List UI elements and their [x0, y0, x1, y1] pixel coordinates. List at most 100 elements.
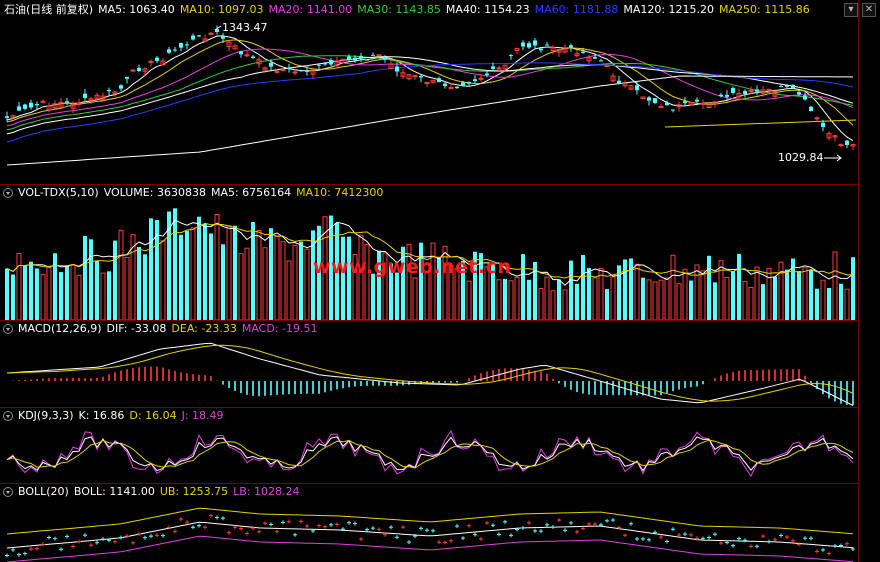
volume-bar [658, 279, 664, 320]
candle-body [610, 75, 616, 82]
volume-bar [629, 258, 633, 320]
volume-bar [676, 283, 682, 320]
volume-bar [839, 283, 843, 320]
volume-bar [221, 244, 225, 320]
candle-body [467, 81, 471, 84]
volume-bar [329, 215, 333, 320]
candle-body [179, 42, 183, 48]
candle-body [29, 102, 33, 108]
candle-body [736, 92, 742, 98]
candle-body [779, 85, 783, 87]
candle-body [226, 41, 232, 48]
close-icon[interactable]: ✕ [862, 3, 876, 17]
volume-bar [521, 254, 525, 320]
candle-body [292, 71, 298, 74]
volume-bar [851, 257, 855, 320]
candle-body [400, 72, 406, 77]
ma250-label: MA250: 1115.86 [719, 3, 810, 16]
kdj-k-line [6, 436, 854, 472]
candle-body [160, 60, 166, 66]
volume-bar [53, 253, 57, 320]
candle-body [832, 135, 838, 138]
volume-bar [550, 290, 556, 320]
volume-bar [209, 233, 213, 320]
volume-bar [496, 279, 502, 320]
volume-bar [364, 244, 370, 320]
volume-bar [785, 269, 789, 320]
volume-bar [724, 277, 730, 320]
volume-bar [149, 218, 153, 320]
separator [0, 320, 858, 321]
volume-bar [713, 282, 717, 320]
volume-bar [173, 208, 177, 320]
panel-menu-icon[interactable] [3, 324, 13, 334]
volume-bar [382, 252, 388, 320]
candle-body [725, 94, 729, 97]
candle-body [785, 85, 789, 87]
volume-bar [274, 235, 280, 320]
candle-body [244, 54, 250, 57]
candle-body [514, 48, 520, 51]
candle-body [197, 35, 201, 37]
candle-body [10, 115, 16, 118]
volume-bar [748, 287, 754, 320]
candle-body [743, 91, 747, 94]
panel-menu-icon[interactable] [3, 411, 13, 421]
volume-bar [251, 222, 255, 320]
panel-menu-icon[interactable] [3, 188, 13, 198]
candle-body [376, 54, 382, 57]
candle-body [430, 79, 436, 83]
volume-bar [395, 272, 399, 320]
volume-bar [587, 268, 591, 320]
volume-bar [742, 280, 748, 320]
candle-body [347, 56, 351, 61]
volume-bar [341, 236, 345, 320]
volume-bar [185, 230, 189, 320]
ma20-label: MA20: 1141.00 [268, 3, 353, 16]
volume-bar [335, 223, 339, 320]
volume-bar [479, 253, 483, 320]
volume-bar [143, 254, 147, 320]
volume-bar [226, 225, 232, 320]
volume-bar [29, 261, 33, 320]
panel-menu-icon[interactable] [3, 487, 13, 497]
candle-body [83, 93, 87, 98]
ma30-label: MA30: 1143.85 [357, 3, 441, 16]
candle-body [797, 92, 801, 95]
volume-bar [461, 260, 465, 320]
candle-body [527, 43, 531, 48]
macd-macd: MACD: -19.51 [241, 322, 318, 335]
candle-body [424, 81, 430, 84]
minimize-icon[interactable]: ▾ [844, 3, 858, 17]
volume-bar [605, 289, 609, 320]
volume-bar [718, 260, 724, 320]
volume-ma5: MA5: 6756164 [210, 186, 292, 199]
candle-body [455, 86, 459, 89]
volume-bar [118, 229, 124, 320]
volume-bar [46, 266, 52, 320]
volume-bar [473, 251, 477, 320]
candle-body [647, 97, 651, 101]
volume-bar [491, 263, 495, 320]
volume-bar [815, 288, 819, 320]
volume-bar [466, 280, 472, 320]
volume-bar [16, 253, 22, 320]
candle-body [760, 89, 766, 94]
volume-bar [65, 265, 69, 320]
candle-body [125, 76, 129, 79]
volume-bar [430, 242, 436, 320]
candle-body [706, 103, 712, 109]
candle-body [845, 140, 849, 145]
volume-bar [707, 255, 711, 320]
ma120-line [6, 75, 854, 166]
candle-body [35, 104, 39, 106]
volume-bar [358, 234, 364, 320]
candle-body [502, 64, 508, 70]
candle-body [688, 102, 694, 106]
candle-body [107, 89, 111, 92]
volume-bar [35, 268, 39, 320]
volume-bar [203, 223, 207, 320]
volume-bar [83, 236, 87, 320]
candle-body [814, 117, 820, 120]
candle-body [437, 78, 441, 83]
